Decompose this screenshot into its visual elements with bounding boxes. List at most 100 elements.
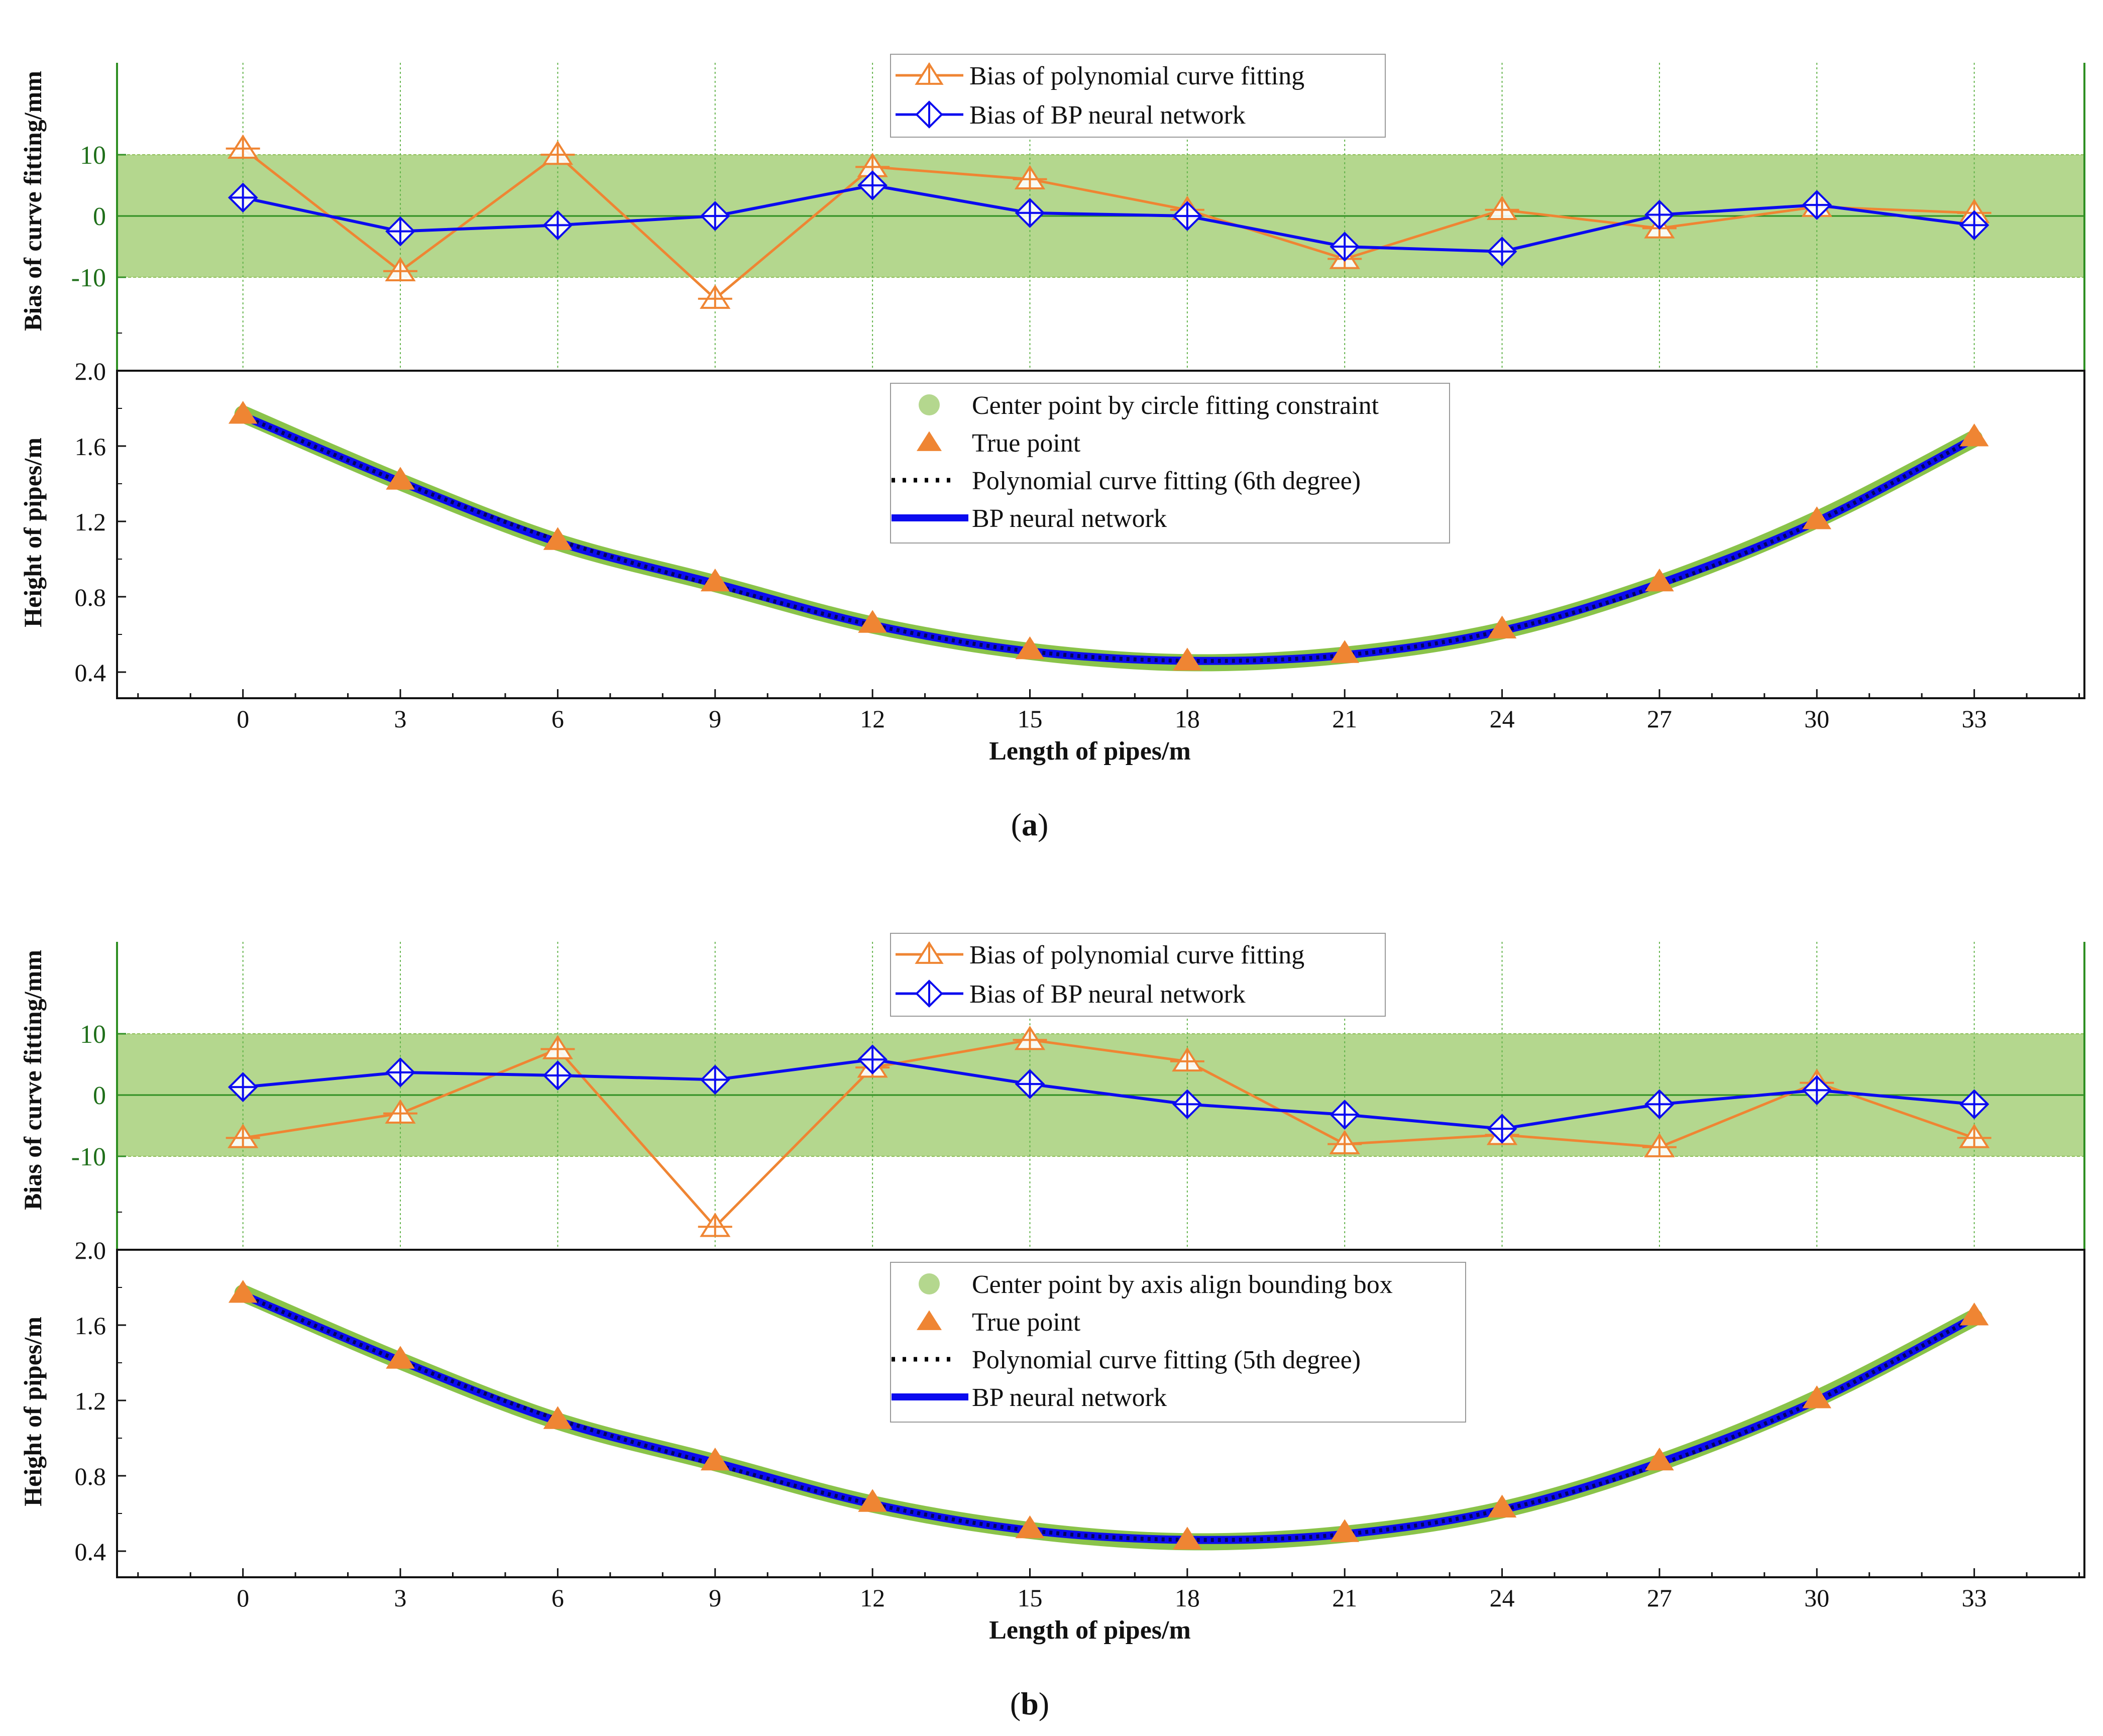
legend-triangle-marker [917,431,942,451]
legend-box [890,1262,1466,1423]
bias-series-line [243,1038,1975,1229]
x-tick-label: 9 [709,705,721,733]
x-tick-label: 12 [860,705,885,733]
true-point-marker [386,467,415,490]
true-point-marker [228,1280,258,1303]
y-axis-label: Height of pipes/m [19,438,47,627]
x-tick-label: 18 [1175,1584,1200,1612]
x-tick-label: 24 [1490,1584,1515,1612]
true-point-marker [1802,506,1832,529]
true-point-marker [543,1406,573,1429]
x-tick-label: 18 [1175,705,1200,733]
y-tick-label: 0 [93,202,106,231]
true-point-marker [1645,568,1674,592]
true-point-marker [1487,615,1517,638]
x-tick-label: 0 [237,1584,249,1612]
y-tick-label: 10 [80,141,106,170]
legend-dot-marker [919,394,940,415]
true-point-marker [1015,636,1045,660]
legend-label: Bias of polynomial curve fitting [969,941,1304,969]
x-tick-label: 3 [394,705,407,733]
legend-label: Bias of BP neural network [969,980,1246,1009]
true-point-marker [1330,640,1360,663]
y-axis-label: Height of pipes/m [19,1317,47,1506]
y-tick-label: 1.2 [75,508,106,536]
x-tick-label: 9 [709,1584,721,1612]
x-tick-label: 15 [1017,1584,1042,1612]
polynomial-curve [242,1293,1975,1542]
legend-triangle-marker [917,1310,942,1330]
true-point-marker [543,527,573,550]
legend-label: Bias of polynomial curve fitting [969,62,1304,90]
polynomial-curve [242,414,1975,663]
y-axis-label: Bias of curve fitting/mm [19,950,47,1210]
y-tick-label: 0.8 [75,583,106,611]
x-axis-label: Length of pipes/m [989,1616,1191,1645]
x-tick-label: 6 [551,1584,564,1612]
bias-series-line [243,1058,1974,1131]
y-tick-label: 10 [80,1020,106,1049]
legend-label: True point [972,1308,1081,1337]
caption-paren: ) [1039,1686,1049,1721]
true-point-marker [228,401,258,424]
bias-series-line [243,183,1975,253]
caption-label: b [1021,1686,1039,1721]
y-tick-label: 1.6 [75,432,106,461]
bias-series-line [242,147,1974,301]
panel-caption: (a) [1011,807,1049,842]
y-tick-label: 0 [93,1081,106,1110]
true-point-marker [1330,1519,1360,1542]
x-tick-label: 33 [1962,1584,1987,1612]
x-tick-label: 3 [394,1584,407,1612]
true-point-marker [1645,1447,1674,1471]
caption-paren: ) [1038,807,1048,842]
true-point-marker [1173,647,1202,671]
x-tick-label: 30 [1804,705,1829,733]
true-point-marker [386,1346,415,1369]
true-point-marker [1959,423,1989,447]
x-tick-label: 30 [1804,1584,1829,1612]
y-tick-label: 2.0 [75,1236,106,1264]
y-tick-label: 1.2 [75,1387,106,1415]
y-tick-label: -10 [71,264,106,292]
height-legend: Center point by circle fitting constrain… [890,383,1450,544]
x-tick-label: 6 [551,705,564,733]
x-tick-label: 15 [1017,705,1042,733]
true-point-marker [700,1447,730,1471]
y-tick-label: 2.0 [75,357,106,385]
true-point-marker [700,568,730,592]
true-point-marker [858,1489,887,1512]
plot-frame [116,1249,2085,1578]
legend-label: BP neural network [972,1383,1167,1412]
true-point-marker [1015,1515,1045,1539]
y-tick-label: -10 [71,1143,106,1171]
x-axis-label: Length of pipes/m [989,737,1191,766]
legend-box [890,54,1386,138]
bias-subplot-b: 10 0 -10 Bias of curve fitting/mm Bias of po… [19,933,2085,1250]
caption-paren: ( [1011,807,1022,842]
legend-label: BP neural network [972,504,1167,533]
legend-dot-marker [919,1273,940,1294]
x-tick-label: 21 [1332,705,1357,733]
legend-label: Polynomial curve fitting (5th degree) [972,1346,1361,1374]
bias-legend: Bias of polynomial curve fitting Bias of … [890,933,1386,1017]
x-tick-label: 21 [1332,1584,1357,1612]
bias-subplot-a: 10 0 -10 Bias of curve fitting/mm Bias of po… [19,54,2085,371]
panel-caption: (b) [1010,1686,1049,1721]
x-tick-label: 27 [1647,1584,1672,1612]
height-legend: Center point by axis align bounding box T… [890,1262,1466,1423]
y-tick-label: 0.4 [75,659,106,687]
legend-label: Center point by circle fitting constrain… [972,391,1379,420]
legend-label: True point [972,429,1081,458]
true-point-marker [1959,1303,1989,1326]
height-subplot-a: 0.4 0.8 1.2 1.6 2.0 0 3 6 9 12 15 18 21 24 27 30 33 Heigh… [19,333,2085,766]
true-point-marker [1802,1385,1832,1408]
chart-b: 10 0 -10 Bias of curve fitting/mm Bias of po… [19,933,2085,1721]
plot-frame [116,370,2085,699]
true-point-marker [1173,1527,1202,1550]
legend-label: Bias of BP neural network [969,101,1246,130]
legend-box [890,933,1386,1017]
y-tick-label: 0.4 [75,1538,106,1566]
x-tick-label: 33 [1962,705,1987,733]
